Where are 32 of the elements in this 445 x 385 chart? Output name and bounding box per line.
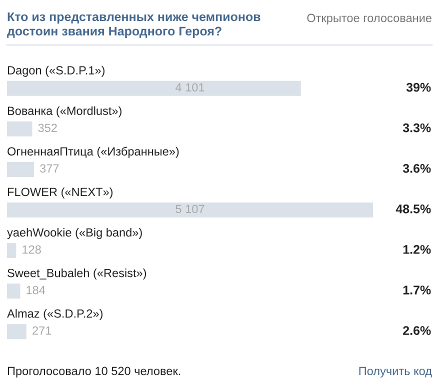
data-label: 377 (40, 164, 59, 173)
data-label: 5 107 (176, 204, 204, 214)
text: 1.7% (403, 286, 431, 294)
data-label: 271 (32, 326, 52, 335)
y-tick-label: ОгненнаяПтица («Избранные») (8, 146, 179, 158)
data-label: 128 (22, 245, 41, 254)
data-label: 184 (26, 286, 46, 294)
data-label: 4 101 (176, 83, 204, 92)
text: 3.6% (402, 164, 431, 173)
bar (7, 162, 34, 177)
y-tick-label: Almaz («S.D.P.2») (7, 309, 102, 320)
chart-title: Кто из представленных ниже чемпионов достоин звания Народного Героя? (7, 12, 260, 38)
y-tick-label: Вованка («Mordlust») (8, 106, 122, 118)
text: Проголосовало 10 520 человек. (8, 366, 180, 378)
bar (7, 80, 301, 96)
text: Открытое голосование (307, 14, 432, 24)
bar (7, 324, 26, 340)
text: 2.6% (403, 326, 431, 335)
text: 3.3% (402, 123, 431, 132)
y-tick-label: Sweet_Bubaleh («Resist») (8, 268, 146, 280)
bar (7, 202, 373, 218)
bar (7, 284, 20, 299)
y-tick-label: yaehWookie («Big band») (7, 228, 142, 239)
data-label: 352 (38, 124, 57, 132)
text: 48.5% (396, 204, 431, 214)
text: Получить код (359, 366, 432, 378)
y-tick-label: FLOWER («NEXT») (8, 187, 113, 198)
text: 39% (406, 82, 431, 92)
text: 1.2% (403, 245, 431, 254)
bar (7, 243, 16, 258)
bar (7, 121, 32, 136)
y-tick-label: Dagon («S.D.P.1») (8, 66, 104, 77)
